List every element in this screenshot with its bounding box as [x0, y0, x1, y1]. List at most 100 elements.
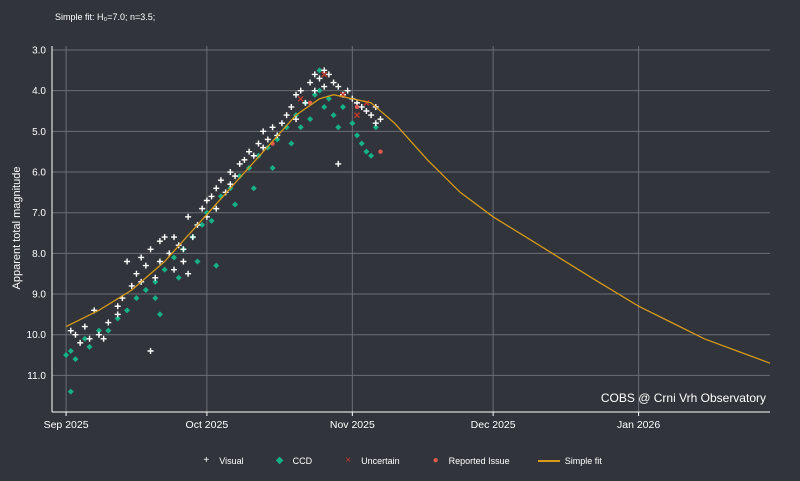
ccd-point	[72, 356, 79, 363]
legend-label: CCD	[292, 456, 313, 466]
ccd-point	[255, 152, 262, 159]
visual-point	[227, 181, 234, 188]
visual-point	[156, 258, 163, 265]
ccd-point	[311, 91, 318, 98]
visual-point	[203, 197, 210, 204]
legend-item-uncertain[interactable]: × Uncertain	[340, 456, 399, 467]
visual-point	[124, 258, 131, 265]
ccd-point	[199, 221, 206, 228]
legend-item-simple-fit[interactable]: Simple fit	[537, 456, 602, 466]
ccd-point	[208, 217, 215, 224]
legend-label: Reported Issue	[448, 456, 510, 466]
visual-point	[138, 254, 145, 261]
data-marks	[63, 67, 771, 395]
ccd-point	[316, 87, 323, 94]
visual-point	[213, 205, 220, 212]
visual-point	[293, 116, 300, 123]
y-tick-label: 4.0	[32, 86, 46, 97]
visual-point	[185, 270, 192, 277]
visual-point	[330, 79, 337, 86]
ccd-point	[203, 209, 210, 216]
visual-point	[232, 173, 239, 180]
ccd-point	[152, 295, 159, 302]
legend-item-visual[interactable]: + Visual	[198, 455, 244, 467]
ccd-point	[250, 185, 257, 192]
y-tick-label: 11.0	[27, 371, 46, 382]
visual-point	[180, 246, 187, 253]
visual-point	[67, 327, 74, 334]
ccd-point	[325, 95, 332, 102]
series-ccd	[63, 67, 379, 395]
visual-point	[114, 311, 121, 318]
ccd-point	[297, 124, 304, 131]
ccd-point	[105, 327, 112, 334]
visual-point	[297, 87, 304, 94]
visual-point	[283, 112, 290, 119]
legend: + Visual ◆ CCD × Uncertain ● Reported Issue Simp…	[0, 455, 800, 467]
visual-point	[241, 156, 248, 163]
ccd-point	[363, 148, 370, 155]
legend-item-reported-issue[interactable]: ● Reported Issue	[428, 456, 510, 467]
legend-label: Simple fit	[564, 456, 602, 466]
visual-point	[264, 136, 271, 143]
ccd-point	[95, 327, 102, 334]
ccd-point	[171, 254, 178, 261]
visual-point	[372, 120, 379, 127]
ccd-point	[335, 124, 342, 131]
ccd-point	[232, 201, 239, 208]
y-tick-label: 3.0	[32, 46, 46, 57]
visual-point	[335, 160, 342, 167]
visual-point	[316, 75, 323, 82]
visual-point	[344, 87, 351, 94]
visual-point	[152, 274, 159, 281]
fit-line	[65, 94, 771, 364]
ccd-point	[124, 307, 131, 314]
visual-point	[325, 71, 332, 78]
visual-point	[180, 258, 187, 265]
visual-point	[227, 169, 234, 176]
visual-point	[311, 87, 318, 94]
ccd-point	[283, 124, 290, 131]
ccd-point	[368, 152, 375, 159]
y-tick-label: 9.0	[32, 290, 46, 301]
visual-point	[260, 144, 267, 151]
uncertain-point	[321, 71, 328, 78]
visual-point	[358, 103, 365, 110]
legend-item-ccd[interactable]: ◆ CCD	[272, 455, 313, 467]
legend-symbol-visual: +	[203, 455, 210, 466]
ccd-point	[194, 258, 201, 265]
ccd-point	[330, 112, 337, 119]
visual-point	[171, 266, 178, 273]
x-tick-label: Dec 2025	[471, 419, 516, 431]
ccd-point	[349, 120, 356, 127]
x-tick-label: Sep 2025	[44, 419, 89, 431]
reported-issue-point	[354, 104, 360, 110]
visual-point	[208, 193, 215, 200]
visual-point	[147, 347, 154, 354]
visual-point	[171, 234, 178, 241]
ccd-point	[133, 295, 140, 302]
visual-point	[363, 108, 370, 115]
visual-point	[105, 319, 112, 326]
visual-point	[311, 71, 318, 78]
legend-symbol-ccd: ◆	[275, 455, 284, 466]
visual-point	[321, 83, 328, 90]
visual-point	[269, 124, 276, 131]
visual-point	[114, 303, 121, 310]
reported-issue-point	[378, 149, 383, 154]
ccd-point	[142, 286, 149, 293]
legend-label: Visual	[219, 456, 244, 466]
ccd-point	[86, 343, 93, 350]
visual-point	[368, 112, 375, 119]
ccd-point	[358, 140, 365, 147]
y-tick-label: 8.0	[32, 249, 46, 260]
visual-point	[100, 335, 107, 342]
y-tick-label: 10.0	[27, 330, 47, 341]
visual-point	[161, 234, 168, 241]
visual-point	[255, 140, 262, 147]
ccd-point	[175, 274, 182, 281]
visual-point	[302, 99, 309, 106]
grid-lines	[52, 46, 770, 412]
uncertain-point	[354, 112, 361, 119]
